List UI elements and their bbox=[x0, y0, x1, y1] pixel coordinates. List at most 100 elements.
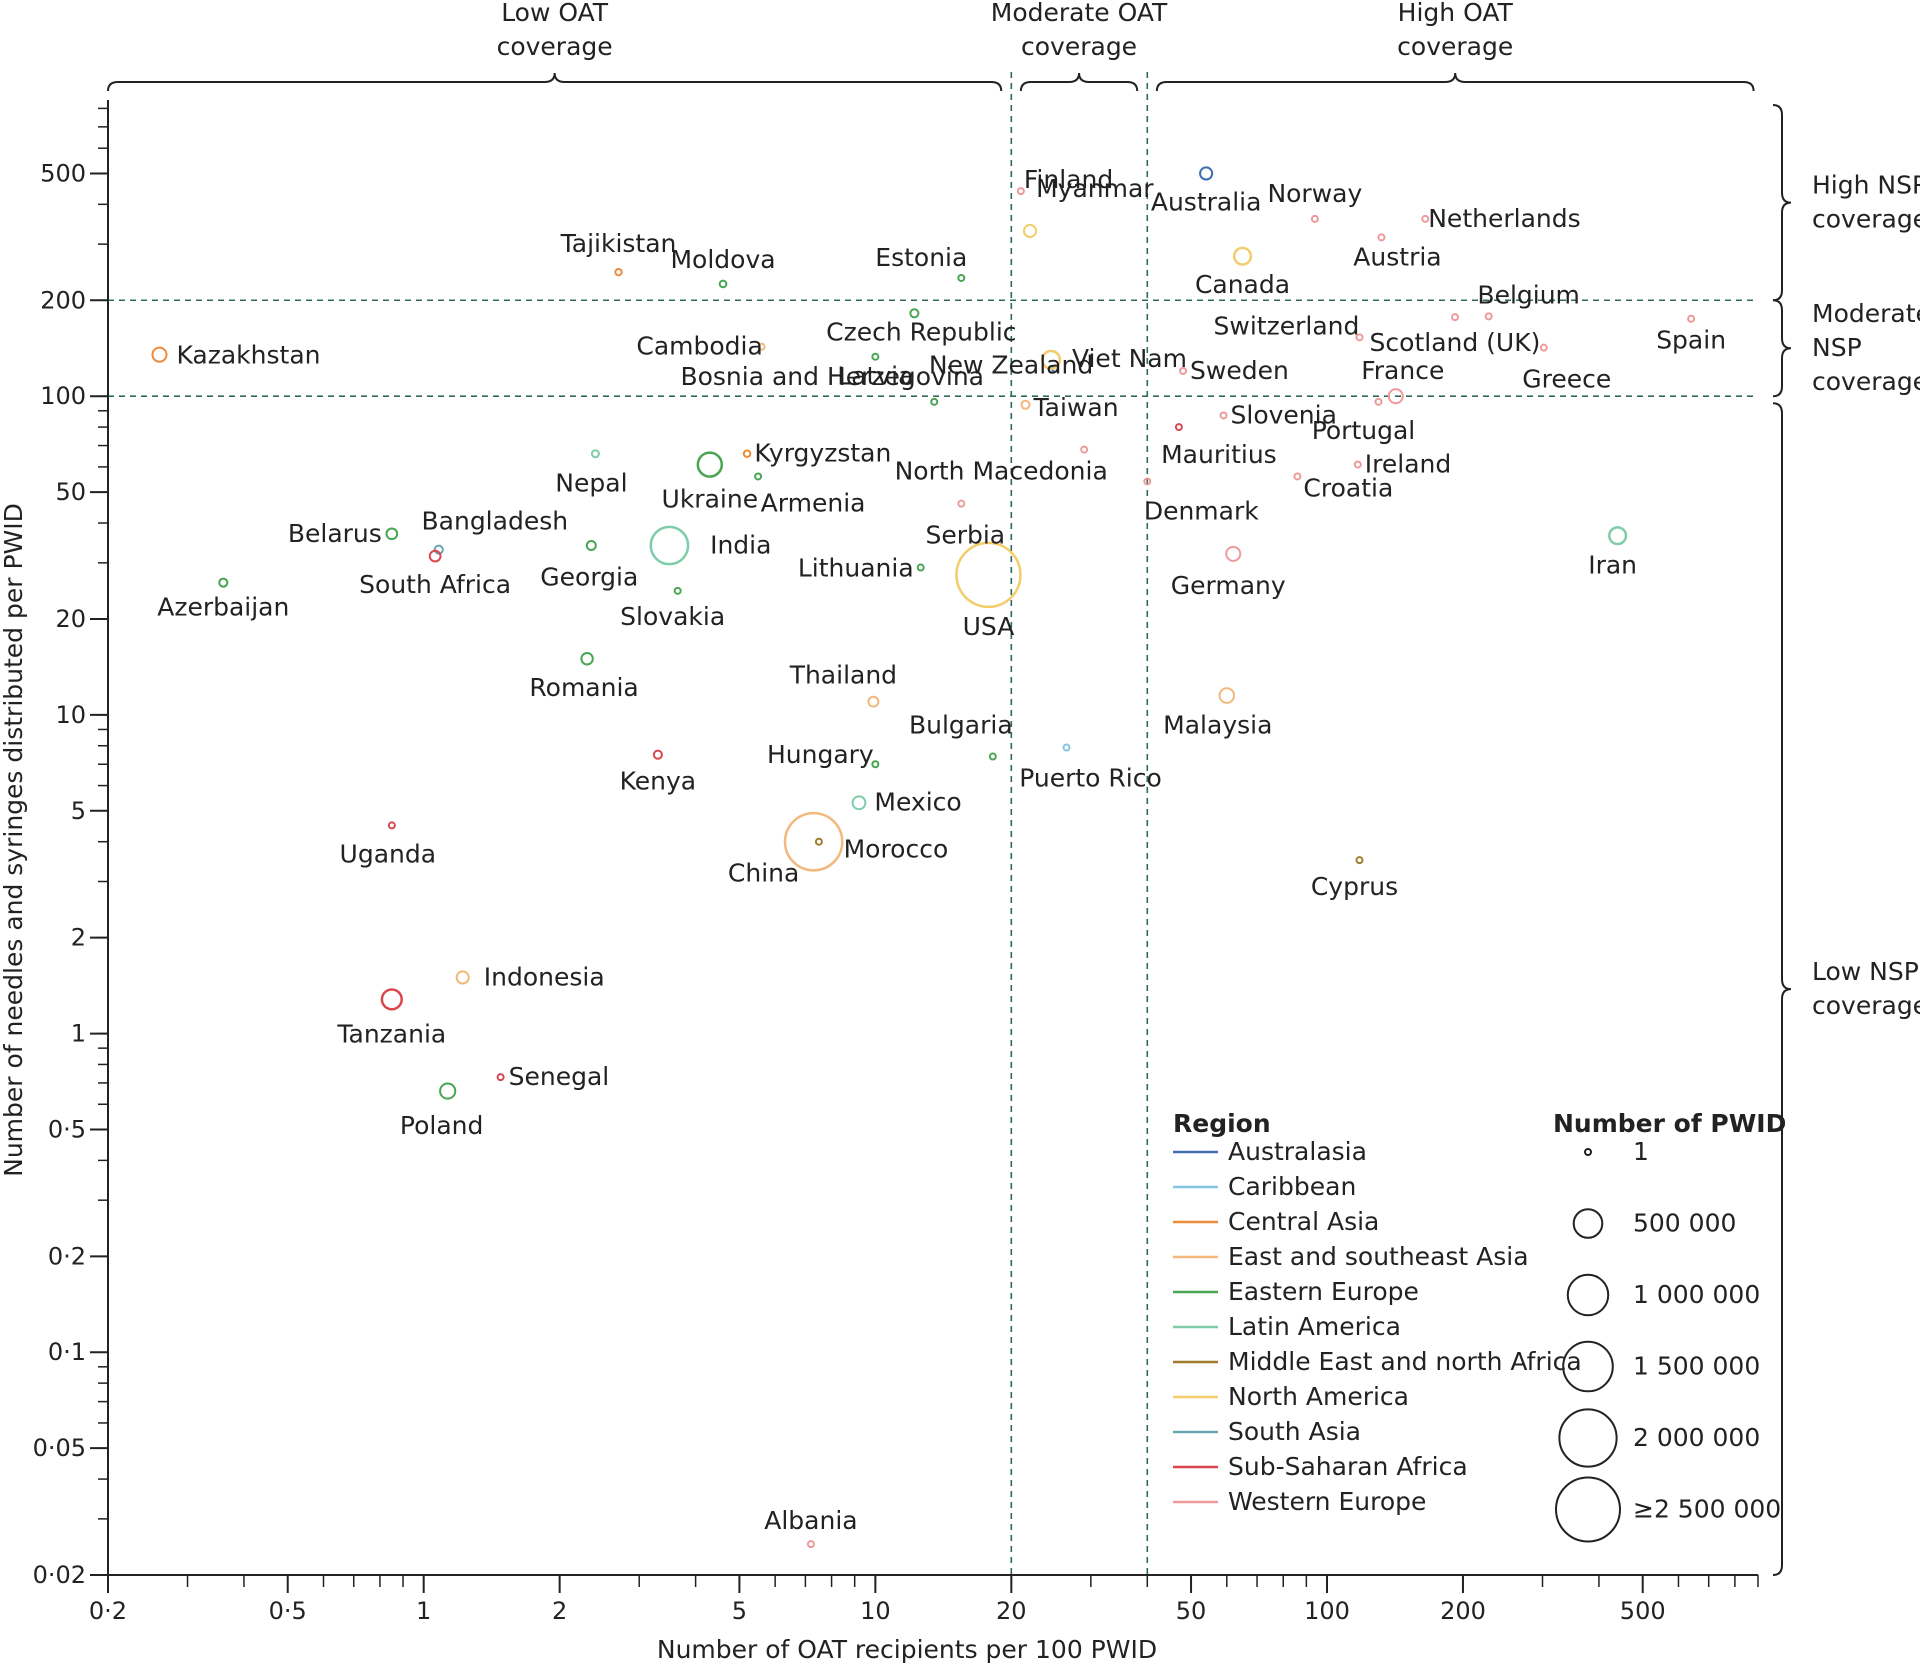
point-china bbox=[783, 811, 844, 872]
label-norway: Norway bbox=[1267, 179, 1362, 208]
label-estonia: Estonia bbox=[875, 243, 967, 272]
legend-label-south-asia: South Asia bbox=[1228, 1417, 1361, 1446]
size-legend-label: 1 000 000 bbox=[1633, 1280, 1760, 1309]
point-czech-republic bbox=[909, 308, 920, 319]
point-mauritius bbox=[1174, 423, 1183, 432]
point-belarus bbox=[385, 527, 399, 541]
size-legend-label: ≥2 500 000 bbox=[1633, 1495, 1781, 1524]
point-nepal bbox=[590, 449, 600, 459]
y-tick-label: 2 bbox=[71, 924, 86, 952]
point-portugal bbox=[1374, 397, 1383, 406]
x-tick-label: 1 bbox=[416, 1597, 431, 1625]
label-mauritius: Mauritius bbox=[1161, 440, 1277, 469]
point-iran bbox=[1608, 526, 1628, 546]
size-legend-circle bbox=[1584, 1148, 1592, 1156]
coverage-braces: Low OAT coverage Moderate OAT coverage High … bbox=[107, 0, 1920, 1576]
legend-label-east-and-southeast-asia: East and southeast Asia bbox=[1228, 1242, 1529, 1271]
point-tajikistan bbox=[614, 267, 623, 277]
reference-lines bbox=[108, 72, 1758, 1575]
label-indonesia: Indonesia bbox=[484, 962, 605, 991]
legend-label-eastern-europe: Eastern Europe bbox=[1228, 1277, 1419, 1306]
label-austria: Austria bbox=[1353, 242, 1441, 271]
nsp-coverage-label: Moderate bbox=[1812, 299, 1920, 328]
point-taiwan bbox=[1020, 399, 1031, 410]
label-tanzania: Tanzania bbox=[336, 1019, 446, 1048]
point-north-macedonia bbox=[1080, 445, 1089, 454]
horizontal-brace bbox=[1019, 72, 1139, 92]
label-poland: Poland bbox=[400, 1111, 483, 1140]
point-slovenia bbox=[1219, 411, 1228, 420]
label-belgium: Belgium bbox=[1477, 280, 1580, 309]
point-lithuania bbox=[916, 563, 925, 572]
point-bulgaria bbox=[988, 752, 997, 761]
label-portugal: Portugal bbox=[1312, 416, 1416, 445]
region-legend: Region Australasia Caribbean Central Asia E… bbox=[1173, 1109, 1582, 1516]
point-finland bbox=[1016, 187, 1025, 196]
label-switzerland: Switzerland bbox=[1214, 311, 1360, 340]
label-scotland-uk: Scotland (UK) bbox=[1370, 328, 1541, 357]
size-legend-circle bbox=[1566, 1273, 1610, 1317]
label-kyrgyzstan: Kyrgyzstan bbox=[754, 439, 891, 468]
nsp-coverage-label: coverage bbox=[1812, 367, 1920, 396]
vertical-brace bbox=[1772, 299, 1792, 398]
oat-coverage-label: High OAT bbox=[1398, 0, 1514, 27]
label-belarus: Belarus bbox=[288, 519, 382, 548]
label-india: India bbox=[710, 531, 771, 560]
x-tick-label: 200 bbox=[1440, 1597, 1486, 1625]
legend-label-middle-east-and-north-africa: Middle East and north Africa bbox=[1228, 1347, 1582, 1376]
label-malaysia: Malaysia bbox=[1163, 711, 1272, 740]
size-legend-circle bbox=[1555, 1476, 1621, 1543]
label-spain: Spain bbox=[1656, 326, 1726, 355]
point-cambodia bbox=[757, 342, 766, 351]
nsp-coverage-label: High NSP bbox=[1812, 171, 1920, 200]
label-slovenia: Slovenia bbox=[1231, 400, 1337, 429]
y-tick-label: 5 bbox=[71, 797, 86, 825]
point-indonesia bbox=[455, 970, 470, 985]
point-latvia bbox=[871, 352, 880, 361]
label-viet-nam: Viet Nam bbox=[1072, 344, 1187, 373]
y-tick-label: 0·5 bbox=[48, 1115, 86, 1143]
point-moldova bbox=[718, 279, 728, 289]
point-norway bbox=[1310, 214, 1319, 223]
point-scotland-uk bbox=[1450, 313, 1459, 322]
x-tick-label: 20 bbox=[996, 1597, 1027, 1625]
label-nepal: Nepal bbox=[555, 469, 627, 498]
x-tick-label: 0·2 bbox=[89, 1597, 127, 1625]
label-ukraine: Ukraine bbox=[662, 485, 759, 514]
point-australia bbox=[1199, 166, 1214, 181]
label-mexico: Mexico bbox=[874, 788, 961, 817]
point-cyprus bbox=[1355, 856, 1364, 865]
y-tick-label: 1 bbox=[71, 1020, 86, 1048]
point-ukraine bbox=[696, 451, 724, 478]
point-tanzania bbox=[380, 988, 403, 1011]
label-azerbaijan: Azerbaijan bbox=[157, 593, 289, 622]
point-poland bbox=[439, 1082, 457, 1100]
label-romania: Romania bbox=[529, 673, 638, 702]
x-tick-label: 500 bbox=[1620, 1597, 1666, 1625]
horizontal-brace bbox=[1155, 72, 1755, 92]
label-moldova: Moldova bbox=[670, 245, 775, 274]
label-georgia: Georgia bbox=[540, 563, 638, 592]
oat-coverage-label: Low OAT bbox=[501, 0, 609, 27]
y-tick-label: 0·02 bbox=[33, 1561, 86, 1589]
point-kenya bbox=[652, 749, 663, 760]
legend-label-australasia: Australasia bbox=[1228, 1137, 1367, 1166]
size-legend-label: 1 bbox=[1633, 1137, 1649, 1166]
point-spain bbox=[1687, 314, 1696, 323]
label-iran: Iran bbox=[1588, 551, 1637, 580]
point-uganda bbox=[387, 821, 396, 830]
label-netherlands: Netherlands bbox=[1428, 204, 1580, 233]
x-axis-title: Number of OAT recipients per 100 PWID bbox=[657, 1635, 1157, 1664]
x-ticks: 0·2 0·5 1 2 5 10 20 50 100 200 500 bbox=[89, 1575, 1759, 1625]
x-tick-label: 0·5 bbox=[269, 1597, 307, 1625]
axes bbox=[107, 100, 1758, 1576]
label-tajikistan: Tajikistan bbox=[560, 229, 677, 258]
legend-label-central-asia: Central Asia bbox=[1228, 1207, 1379, 1236]
y-ticks: 500 200 100 50 20 10 5 2 1 0·5 0·2 0·1 0·05 0·02 bbox=[33, 107, 108, 1589]
point-georgia bbox=[585, 539, 597, 552]
point-denmark bbox=[1143, 477, 1152, 486]
y-tick-label: 20 bbox=[55, 605, 86, 633]
x-tick-label: 5 bbox=[732, 1597, 747, 1625]
size-legend-label: 500 000 bbox=[1633, 1209, 1736, 1238]
point-ireland bbox=[1353, 460, 1362, 469]
